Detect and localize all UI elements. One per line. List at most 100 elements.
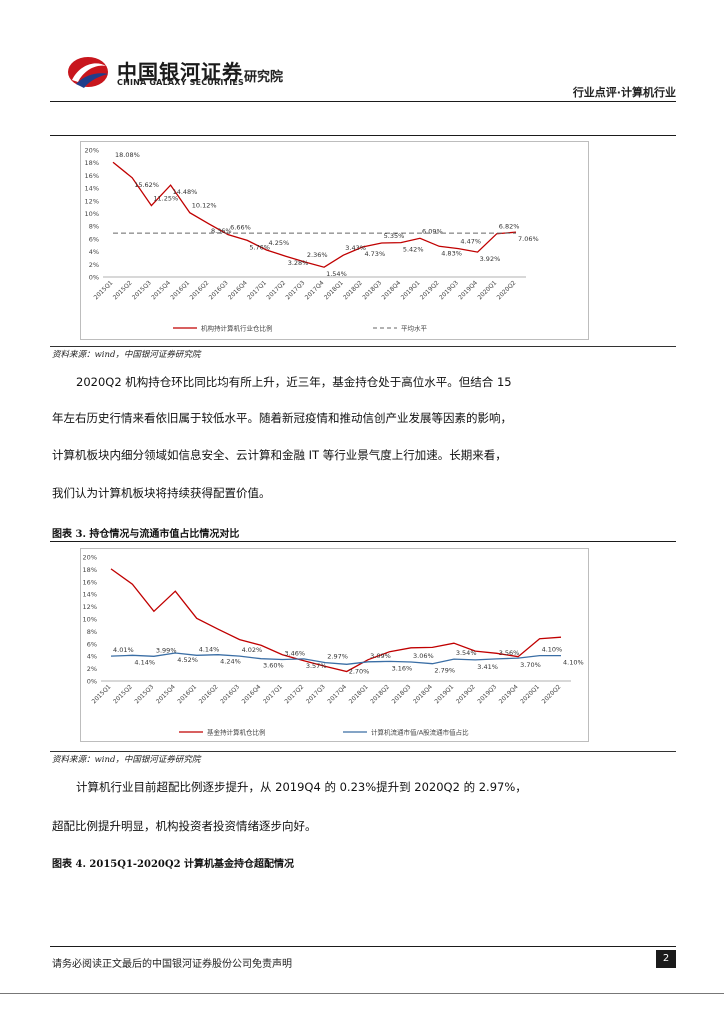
data-label: 3.57% bbox=[306, 662, 327, 670]
data-label: 1.54% bbox=[326, 270, 347, 278]
y-tick-label: 16% bbox=[83, 578, 97, 586]
data-label: 3.56% bbox=[499, 649, 520, 657]
data-label: 4.14% bbox=[199, 645, 220, 653]
y-tick-label: 12% bbox=[83, 603, 97, 611]
data-label: 2.70% bbox=[349, 667, 370, 675]
y-tick-label: 2% bbox=[89, 261, 99, 269]
x-tick-label: 2015Q1 bbox=[93, 279, 115, 301]
institute-label: 研究院 bbox=[244, 70, 284, 85]
legend-label: 机构持计算机行业仓比例 bbox=[201, 324, 273, 333]
x-tick-label: 2017Q3 bbox=[305, 683, 327, 705]
x-tick-label: 2015Q2 bbox=[112, 683, 134, 705]
x-tick-label: 2017Q4 bbox=[326, 683, 348, 705]
y-tick-label: 6% bbox=[87, 640, 97, 648]
data-label: 4.02% bbox=[242, 646, 263, 654]
data-label: 4.14% bbox=[134, 658, 155, 666]
data-label: 3.60% bbox=[263, 662, 284, 670]
series-line-1 bbox=[110, 652, 561, 665]
x-tick-label: 2016Q2 bbox=[198, 683, 220, 705]
x-tick-label: 2016Q4 bbox=[227, 279, 249, 301]
data-label: 6.66% bbox=[230, 224, 251, 232]
data-label: 3.54% bbox=[456, 649, 477, 657]
x-tick-label: 2018Q2 bbox=[342, 279, 364, 301]
x-tick-label: 2017Q1 bbox=[262, 683, 284, 705]
chart1-source: 资料来源：wind，中国银河证券研究院 bbox=[52, 350, 201, 360]
y-tick-label: 16% bbox=[85, 172, 99, 180]
data-label: 14.48% bbox=[173, 188, 198, 196]
x-tick-label: 2016Q1 bbox=[169, 279, 191, 301]
x-tick-label: 2019Q2 bbox=[419, 279, 441, 301]
data-label: 2.79% bbox=[434, 667, 455, 675]
data-label: 5.35% bbox=[384, 232, 405, 240]
data-label: 5.42% bbox=[403, 246, 424, 254]
data-label: 2.97% bbox=[327, 653, 348, 661]
chart2-bottom-rule bbox=[50, 751, 676, 752]
x-tick-label: 2017Q1 bbox=[246, 279, 268, 301]
data-label: 7.06% bbox=[518, 235, 539, 243]
data-label: 4.83% bbox=[441, 249, 462, 257]
x-tick-label: 2018Q1 bbox=[348, 683, 370, 705]
logo-name: 中国银河证券 bbox=[117, 60, 243, 84]
data-label: 18.08% bbox=[115, 151, 140, 159]
bottom-rule bbox=[0, 993, 724, 994]
paragraph2-line1: 计算机行业目前超配比例逐步提升，从 2019Q4 的 0.23%提升到 2020… bbox=[76, 780, 527, 794]
report-type: 行业点评·计算机行业 bbox=[572, 86, 676, 99]
data-label: 3.41% bbox=[477, 663, 498, 671]
y-tick-label: 20% bbox=[83, 554, 97, 562]
y-tick-label: 0% bbox=[87, 678, 97, 686]
footer-rule bbox=[50, 946, 676, 947]
x-tick-label: 2019Q4 bbox=[498, 683, 520, 705]
data-label: 10.12% bbox=[192, 202, 217, 210]
y-tick-label: 14% bbox=[85, 185, 99, 193]
x-tick-label: 2016Q3 bbox=[219, 683, 241, 705]
x-tick-label: 2016Q2 bbox=[189, 279, 211, 301]
y-tick-label: 0% bbox=[89, 274, 99, 282]
data-label: 4.24% bbox=[220, 658, 241, 666]
legend-label: 平均水平 bbox=[401, 324, 428, 333]
header-rule bbox=[50, 101, 676, 102]
y-tick-label: 12% bbox=[85, 197, 99, 205]
page-number: 2 bbox=[656, 950, 676, 968]
x-tick-label: 2015Q3 bbox=[131, 279, 153, 301]
x-tick-label: 2020Q1 bbox=[476, 279, 498, 301]
y-tick-label: 8% bbox=[87, 628, 97, 636]
y-tick-label: 10% bbox=[83, 616, 97, 624]
figure3-title: 图表 3. 持仓情况与流通市值占比情况对比 bbox=[52, 529, 240, 540]
x-tick-label: 2019Q3 bbox=[476, 683, 498, 705]
data-label: 4.52% bbox=[177, 656, 198, 664]
data-label: 3.43% bbox=[345, 244, 366, 252]
x-tick-label: 2017Q2 bbox=[283, 683, 305, 705]
data-label: 6.82% bbox=[499, 223, 520, 231]
x-tick-label: 2017Q3 bbox=[285, 279, 307, 301]
x-tick-label: 2019Q3 bbox=[438, 279, 460, 301]
x-tick-label: 2019Q2 bbox=[455, 683, 477, 705]
data-label: 4.01% bbox=[113, 646, 134, 654]
data-label: 4.10% bbox=[542, 646, 563, 654]
paragraph2-line2: 超配比例提升明显，机构投资者投资情绪逐步向好。 bbox=[52, 819, 317, 833]
paragraph1-line2: 年左右历史行情来看依旧属于较低水平。随着新冠疫情和推动信创产业发展等因素的影响， bbox=[52, 411, 512, 425]
paragraph1-line4: 我们认为计算机板块将持续获得配置价值。 bbox=[52, 486, 271, 500]
data-label: 3.99% bbox=[156, 646, 177, 654]
x-tick-label: 2016Q3 bbox=[208, 279, 230, 301]
data-label: 3.06% bbox=[413, 652, 434, 660]
data-label: 2.36% bbox=[307, 251, 328, 259]
legend-label: 计算机流通市值/A股流通市值占比 bbox=[371, 728, 469, 737]
y-tick-label: 18% bbox=[85, 159, 99, 167]
x-tick-label: 2015Q3 bbox=[133, 683, 155, 705]
x-tick-label: 2019Q4 bbox=[457, 279, 479, 301]
x-tick-label: 2018Q1 bbox=[323, 279, 345, 301]
y-tick-label: 4% bbox=[89, 248, 99, 256]
y-tick-label: 18% bbox=[83, 566, 97, 574]
paragraph1-line1: 2020Q2 机构持仓环比同比均有所上升，近三年，基金持仓处于高位水平。但结合 … bbox=[76, 375, 512, 389]
x-tick-label: 2015Q4 bbox=[150, 279, 172, 301]
x-tick-label: 2018Q4 bbox=[380, 279, 402, 301]
data-label: 5.76% bbox=[249, 243, 270, 251]
logo-subtitle: CHINA GALAXY SECURITIES bbox=[117, 78, 244, 87]
chart2-frame: 0% 2% 4% 6% 8% 10% 12% 14% 16% 18% 20% 2015Q1 2015Q2… bbox=[80, 548, 589, 742]
x-tick-label: 2019Q1 bbox=[433, 683, 455, 705]
figure4-title: 图表 4. 2015Q1-2020Q2 计算机基金持仓超配情况 bbox=[52, 859, 295, 870]
x-tick-label: 2018Q3 bbox=[391, 683, 413, 705]
y-tick-label: 14% bbox=[83, 591, 97, 599]
x-tick-label: 2016Q4 bbox=[241, 683, 263, 705]
x-tick-label: 2015Q2 bbox=[112, 279, 134, 301]
